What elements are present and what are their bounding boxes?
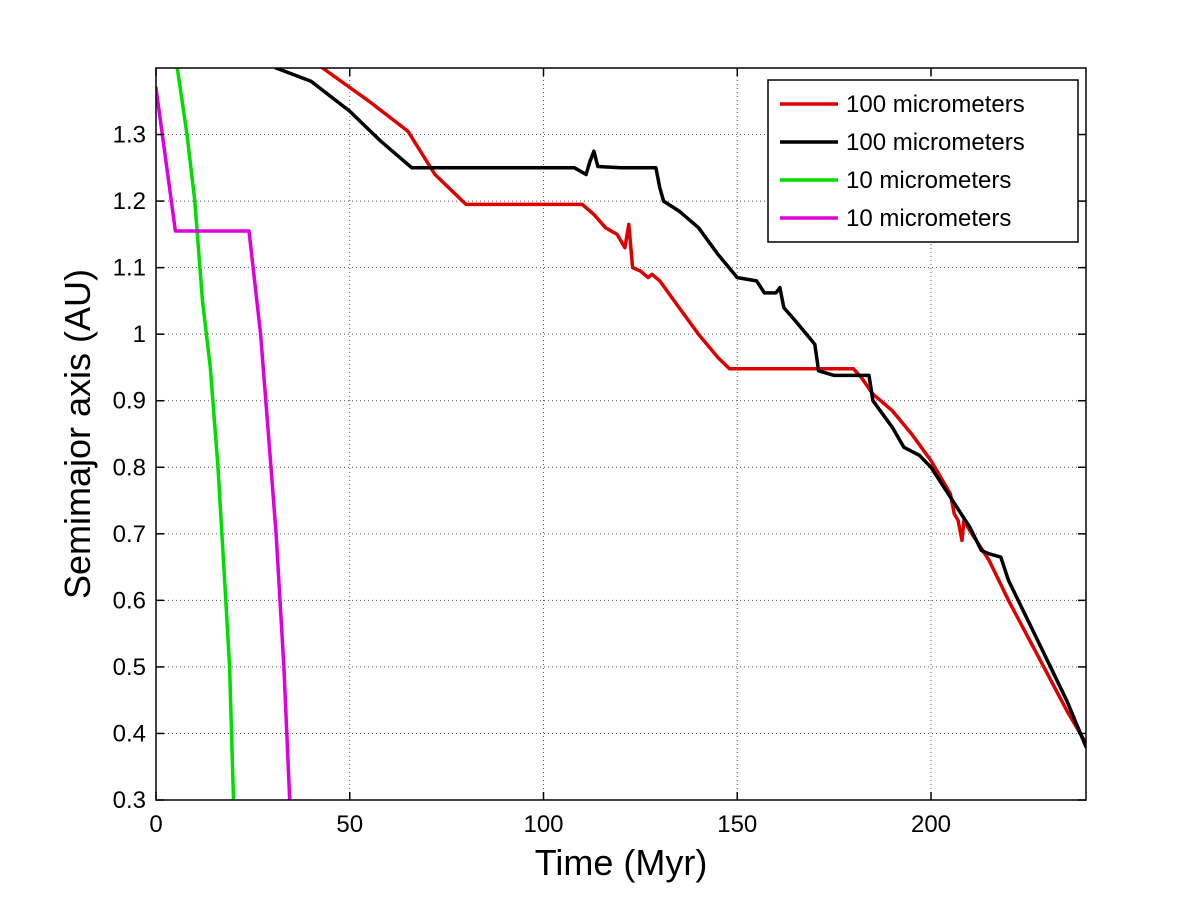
plot-series-area	[156, 68, 1086, 800]
x-tick-label-3: 150	[717, 811, 757, 838]
y-tick-label-4: 0.7	[113, 521, 146, 548]
legend-label-1: 100 micrometers	[846, 129, 1025, 156]
y-tick-label-8: 1.1	[113, 255, 146, 282]
y-axis-label: Semimajor axis (AU)	[57, 269, 98, 599]
y-tick-label-2: 0.5	[113, 654, 146, 681]
x-tick-label-4: 200	[911, 811, 951, 838]
y-tick-label-6: 0.9	[113, 388, 146, 415]
y-tick-label-5: 0.8	[113, 454, 146, 481]
x-tick-label-0: 0	[149, 811, 162, 838]
x-tick-label-1: 50	[336, 811, 363, 838]
axis-ticks: 0 50 100 150 200 0.3 0.4 0.5 0.6 0.7 0.8 0.9 1 1.1 1.2…	[113, 68, 1086, 838]
legend-label-0: 100 micrometers	[846, 91, 1025, 118]
plot-frame	[155, 67, 1087, 801]
series-line-1	[274, 68, 1086, 749]
x-axis-label: Time (Myr)	[535, 842, 708, 883]
legend-box	[767, 79, 1079, 243]
legend-label-2: 10 micrometers	[846, 167, 1011, 194]
legend: 100 micrometers 100 micrometers 10 microme…	[767, 79, 1079, 243]
series-line-3	[156, 86, 292, 800]
y-tick-label-1: 0.4	[113, 720, 146, 747]
y-tick-label-9: 1.2	[113, 188, 146, 215]
series-line-2	[175, 68, 236, 800]
y-tick-label-3: 0.6	[113, 587, 146, 614]
legend-label-3: 10 micrometers	[846, 205, 1011, 232]
y-tick-label-7: 1	[133, 321, 146, 348]
y-tick-label-10: 1.3	[113, 122, 146, 149]
x-tick-label-2: 100	[523, 811, 563, 838]
y-tick-label-0: 0.3	[113, 787, 146, 814]
grid-lines	[156, 68, 1086, 800]
